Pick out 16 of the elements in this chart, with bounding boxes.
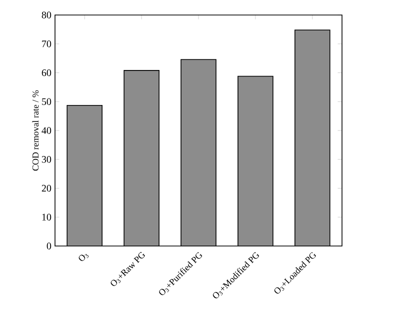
y-tick-label: 10 xyxy=(42,214,52,220)
bar xyxy=(181,59,216,246)
y-tick-label: 30 xyxy=(42,156,52,163)
y-tick-label: 80 xyxy=(42,12,52,18)
y-tick-label: 20 xyxy=(42,184,52,192)
bar xyxy=(238,76,273,246)
x-tick-label: O$_{3}$ xyxy=(78,254,89,262)
bar xyxy=(124,70,160,246)
y-tick-label: 60 xyxy=(42,69,52,76)
bar xyxy=(294,30,330,246)
y-tick-label: 70 xyxy=(42,40,52,48)
y-tick-label: 40 xyxy=(42,127,52,134)
bar xyxy=(67,105,102,246)
y-tick-label: 0 xyxy=(46,242,52,250)
y-tick-label: 50 xyxy=(42,98,52,105)
y-axis-title: COD removal rate / % xyxy=(32,90,39,171)
